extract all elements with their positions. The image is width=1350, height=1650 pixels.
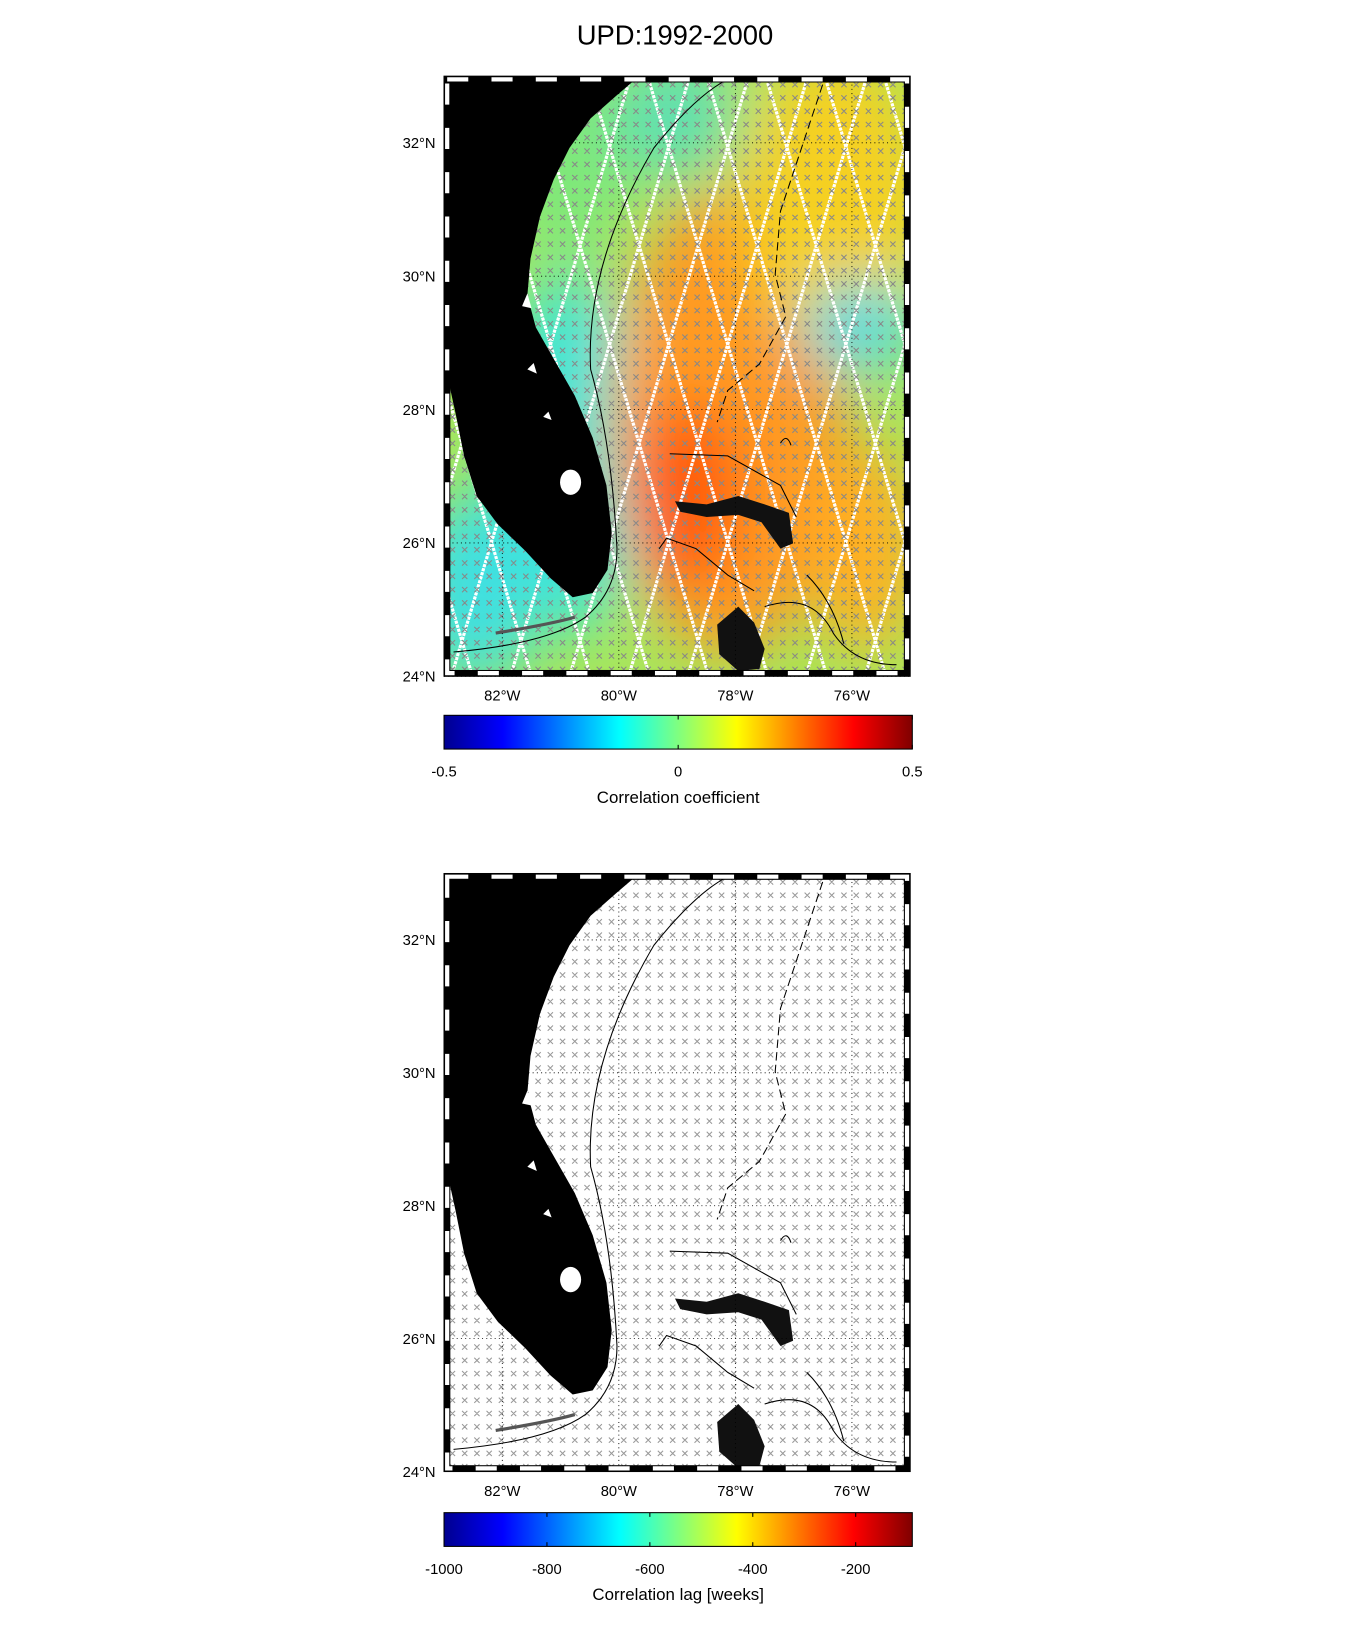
map-border [443, 75, 911, 677]
map-panel [444, 873, 911, 1472]
figure-title: UPD:1992-2000 [577, 20, 774, 51]
track [804, 321, 911, 677]
track [586, 76, 770, 677]
track [646, 76, 829, 677]
map-border [443, 872, 911, 1473]
track [234, 76, 413, 676]
x-tick-label: 76°W [834, 689, 870, 705]
colorbar-tick-label: -0.5 [431, 764, 456, 780]
colorbar-tick-label: -200 [841, 1562, 871, 1578]
x-tick-label: 82°W [484, 1484, 520, 1500]
map-frame [445, 77, 910, 676]
track [1042, 76, 1221, 676]
track [924, 76, 1103, 676]
track [863, 518, 911, 677]
map-panel [116, 76, 1221, 677]
y-tick-label: 30°N [403, 269, 436, 285]
track [175, 76, 354, 676]
colorbar-tick-label: -600 [635, 1562, 665, 1578]
y-tick-label: 24°N [403, 670, 436, 686]
colorbar [443, 1512, 913, 1547]
x-tick-label: 76°W [834, 1484, 870, 1500]
y-tick-label: 30°N [403, 1066, 436, 1082]
colorbar-tick-label: 0 [674, 764, 682, 780]
track [627, 76, 810, 677]
x-tick-label: 82°W [484, 689, 520, 705]
y-tick-label: 32°N [403, 933, 436, 949]
colorbar-tick-label: -1000 [425, 1562, 463, 1578]
colorbar-tick-label: -800 [532, 1562, 562, 1578]
colorbar-label: Correlation lag [weeks] [592, 1585, 763, 1604]
x-tick-label: 78°W [717, 689, 753, 705]
track [983, 76, 1162, 676]
y-tick-label: 28°N [403, 1199, 436, 1215]
y-tick-label: 24°N [403, 1465, 436, 1481]
track [116, 76, 295, 676]
map-frame [445, 874, 910, 1471]
y-tick-label: 26°N [403, 1332, 436, 1348]
y-tick-label: 32°N [403, 136, 436, 152]
track [686, 76, 869, 677]
colorbar [443, 714, 913, 750]
colorbar-tick-label: -400 [738, 1562, 768, 1578]
x-tick-label: 78°W [717, 1484, 753, 1500]
track [444, 76, 456, 114]
colorbar-label: Correlation coefficient [597, 788, 760, 807]
y-tick-label: 28°N [403, 403, 436, 419]
track [745, 123, 911, 677]
colorbar-tick-label: 0.5 [902, 764, 923, 780]
x-tick-label: 80°W [601, 1484, 637, 1500]
y-tick-label: 26°N [403, 536, 436, 552]
x-tick-label: 80°W [601, 689, 637, 705]
